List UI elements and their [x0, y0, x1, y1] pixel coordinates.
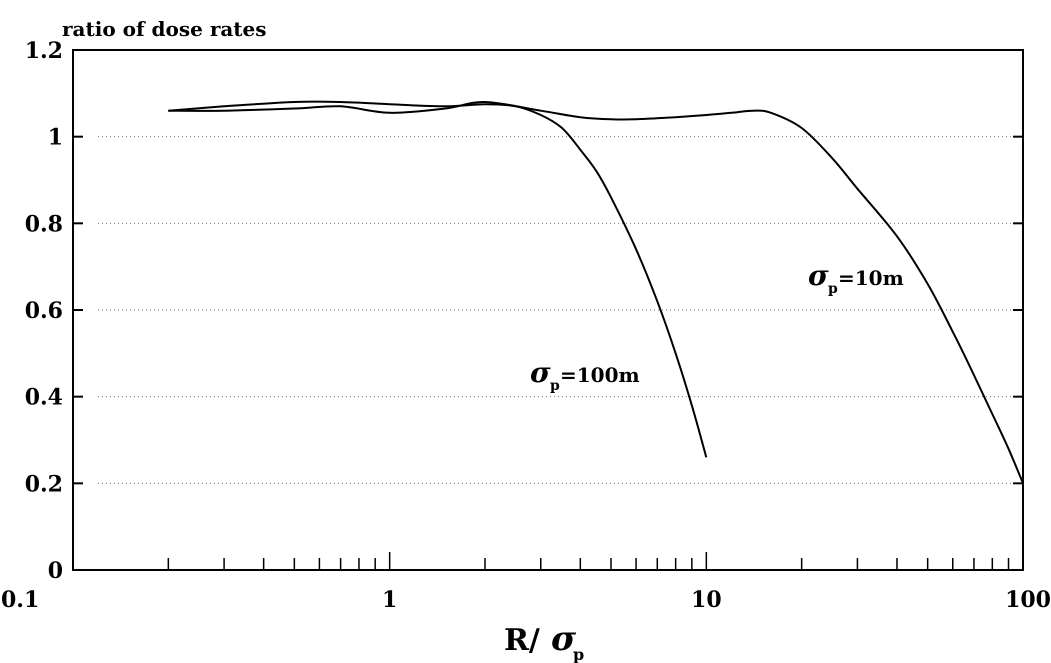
y-tick-labels: 0 0.2 0.4 0.6 0.8 1 1.2	[25, 38, 63, 584]
plot-frame	[72, 49, 1024, 571]
svg-text:σ: σ	[530, 356, 551, 389]
svg-text:p: p	[550, 378, 560, 394]
x-tick-label: 10	[691, 587, 722, 613]
series-line-sigma-p-10m	[168, 100, 1024, 484]
y-tick-label: 0	[48, 558, 63, 584]
x-tick-label: 0.1	[1, 587, 39, 613]
x-tick-labels: 0.1 1 10 100	[1, 587, 1051, 613]
series-lines	[168, 100, 1024, 484]
x-tick-label: 100	[1005, 587, 1051, 613]
series-label-sigma-p-10m: σ p =10m	[808, 259, 904, 297]
svg-text:R/: R/	[504, 623, 540, 658]
y-tick-label: 0.2	[25, 471, 63, 497]
y-axis-title: ratio of dose rates	[62, 17, 267, 41]
svg-text:p: p	[573, 645, 584, 663]
x-axis-title: R/ σ p	[504, 619, 584, 663]
svg-text:p: p	[828, 281, 838, 297]
x-tick-label: 1	[382, 587, 397, 613]
y-tick-label: 1	[48, 125, 63, 151]
svg-text:=100m: =100m	[560, 363, 640, 387]
svg-text:=10m: =10m	[838, 266, 904, 290]
series-label-sigma-p-100m: σ p =100m	[530, 356, 640, 394]
svg-text:σ: σ	[551, 619, 577, 659]
y-tick-label: 1.2	[25, 38, 63, 64]
y-tick-label: 0.4	[25, 385, 63, 411]
y-tick-label: 0.8	[25, 211, 63, 237]
y-tick-label: 0.6	[25, 298, 63, 324]
axis-ticks	[72, 49, 1023, 571]
svg-text:σ: σ	[808, 259, 829, 292]
series-line-sigma-p-100m	[168, 100, 708, 458]
gridlines	[98, 136, 1023, 484]
